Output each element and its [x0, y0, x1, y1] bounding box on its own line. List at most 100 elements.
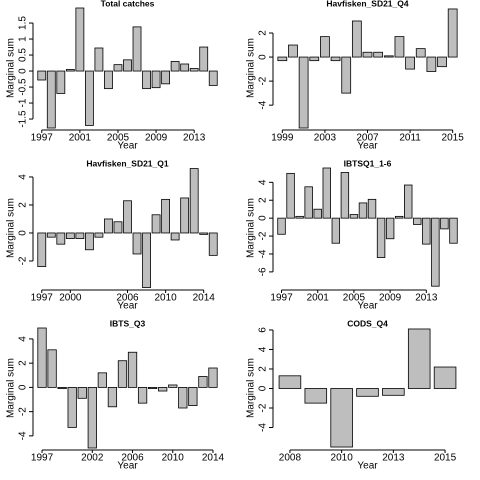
x-tick-label: 2005 [107, 133, 130, 144]
y-tick-label: -4 [258, 423, 269, 432]
bar [383, 55, 394, 58]
bar [331, 217, 341, 244]
x-tick-label: 2002 [81, 453, 104, 464]
bar [199, 232, 209, 235]
y-tick-label: 0 [258, 215, 269, 221]
y-tick-label: -1.5 [18, 110, 29, 128]
bar [113, 221, 123, 234]
x-tick-label: 2006 [116, 293, 139, 304]
x-tick-label: 1997 [31, 453, 54, 464]
x-tick-label: 1997 [31, 133, 54, 144]
bar [178, 386, 188, 409]
y-tick-label: -2 [18, 407, 29, 416]
bar [340, 172, 350, 219]
x-tick-label: 2011 [399, 133, 421, 144]
x-tick-label: 2005 [343, 293, 366, 304]
y-tick-label: 0 [18, 68, 29, 74]
bar [94, 232, 104, 238]
y-tick-label: 0 [258, 385, 269, 391]
x-tick-label: 1997 [31, 293, 54, 304]
y-axis-label: Marginal sum [6, 38, 17, 98]
bar [376, 217, 386, 258]
bar [107, 386, 118, 408]
bar [208, 70, 218, 86]
bar [330, 56, 341, 62]
y-tick-label: 1.5 [18, 16, 29, 30]
bar [84, 70, 94, 126]
bar [161, 70, 171, 85]
bar [151, 70, 161, 89]
bar [47, 349, 57, 388]
bar [180, 63, 190, 72]
bar [199, 46, 209, 72]
bar [385, 217, 395, 240]
bar [57, 386, 67, 390]
bar [104, 70, 113, 90]
bar [295, 215, 304, 219]
bar [56, 232, 66, 245]
y-tick-label: 1 [18, 36, 29, 42]
bar [298, 56, 309, 129]
bar [151, 214, 161, 234]
y-axis-label: Marginal sum [6, 198, 17, 258]
y-tick-label: 2 [258, 30, 269, 36]
bar [189, 68, 199, 72]
bar [94, 47, 104, 72]
bar [170, 232, 180, 241]
x-tick-label: 2007 [356, 133, 379, 144]
x-tick-label: 2013 [415, 293, 438, 304]
y-tick-label: 4 [258, 346, 269, 352]
bar [104, 218, 113, 234]
bar [437, 56, 447, 68]
bar [84, 232, 94, 251]
y-axis-label: Marginal sum [246, 38, 257, 98]
x-axis-label: Year [117, 141, 138, 152]
x-axis-label: Year [117, 301, 138, 312]
bar [170, 61, 180, 72]
x-tick-label: 2001 [307, 293, 330, 304]
y-tick-label: 4 [258, 179, 269, 185]
x-tick-label: 2015 [434, 453, 457, 464]
bar [349, 214, 359, 219]
bar [161, 198, 171, 234]
bar [351, 20, 362, 58]
bar [440, 217, 449, 230]
bar [65, 69, 75, 72]
bar [77, 386, 87, 399]
x-tick-label: 2009 [379, 293, 402, 304]
bar [208, 367, 218, 388]
bar [127, 351, 138, 388]
bar [65, 232, 75, 239]
bar [277, 217, 286, 235]
panel-title: CODS_Q4 [347, 318, 388, 328]
y-tick-label: 0.5 [18, 48, 29, 62]
x-tick-label: 2000 [59, 293, 82, 304]
bar [46, 70, 56, 129]
bar [394, 215, 404, 219]
x-tick-label: 2010 [154, 293, 177, 304]
x-tick-label: 1999 [271, 133, 294, 144]
bar [180, 197, 190, 234]
bar [75, 232, 85, 239]
x-tick-label: 2010 [162, 453, 185, 464]
bar [142, 70, 151, 90]
y-axis-label: Marginal sum [246, 198, 257, 258]
bar [309, 56, 320, 62]
bar [304, 388, 328, 404]
bar [132, 26, 142, 72]
bar [87, 386, 97, 449]
bar [367, 198, 377, 219]
y-tick-label: -2 [258, 76, 269, 85]
bar [97, 372, 107, 388]
bar [132, 232, 142, 255]
bar [447, 8, 458, 58]
bar [330, 388, 353, 448]
x-tick-label: 2013 [382, 453, 405, 464]
bar [46, 232, 56, 238]
y-axis-label: Marginal sum [6, 358, 17, 418]
bar [56, 70, 66, 94]
x-axis-label: Year [117, 461, 138, 472]
y-tick-label: 4 [18, 336, 29, 342]
x-axis-label: Year [357, 301, 378, 312]
bar [123, 59, 132, 72]
